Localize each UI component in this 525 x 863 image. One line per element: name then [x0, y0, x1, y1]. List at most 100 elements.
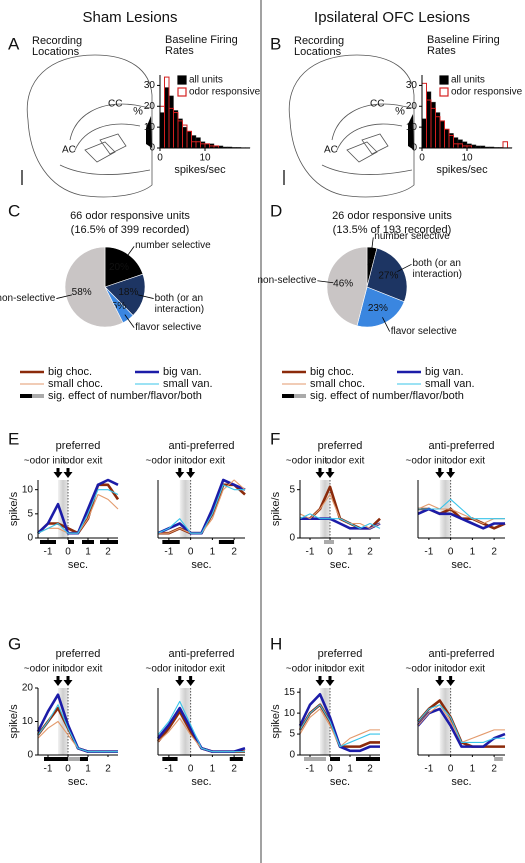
- pie-category-label: non-selective: [0, 292, 56, 304]
- leader-line: [124, 246, 135, 260]
- hist-bar: [453, 137, 459, 149]
- significance-bar: [324, 540, 334, 544]
- legend-label: small van.: [163, 378, 213, 390]
- legend-label: small choc.: [48, 378, 103, 390]
- odor-window: [320, 480, 330, 538]
- pie-value-label: 27%: [378, 271, 398, 282]
- y-tick-label: 0: [289, 533, 295, 544]
- side-label-box: Recording Locations: [294, 36, 344, 58]
- series-line: [417, 507, 505, 530]
- subplot-title: anti-preferred: [168, 440, 234, 452]
- y-tick-label: 10: [144, 122, 156, 133]
- event-arrow: [315, 468, 325, 478]
- side-label-box: Recording Locations: [32, 36, 82, 58]
- x-tick-label: 2: [105, 547, 111, 558]
- hist-bar: [177, 118, 183, 149]
- pie-value-label: 58%: [72, 287, 92, 298]
- event-arrow: [325, 468, 335, 478]
- brain-label: AC: [62, 145, 76, 156]
- x-tick-label: 1: [470, 764, 476, 775]
- x-tick-label: 0: [327, 547, 333, 558]
- event-label: ~odor init.: [406, 664, 450, 675]
- event-label: ~odor init.: [24, 664, 68, 675]
- pie-category-label: number selective: [374, 231, 450, 243]
- hist-bar: [173, 110, 179, 149]
- x-tick-label: 1: [85, 547, 91, 558]
- x-tick-label: -1: [44, 764, 53, 775]
- x-tick-label: -1: [164, 547, 173, 558]
- subplot-title: anti-preferred: [168, 648, 234, 660]
- x-axis-label: spikes/sec: [174, 164, 226, 176]
- y-tick-label: 5: [289, 484, 295, 495]
- brain-section: [283, 54, 415, 198]
- pie-category-label: number selective: [135, 240, 211, 252]
- series-line: [417, 707, 506, 748]
- x-axis-label: sec.: [330, 776, 350, 788]
- pie-subtitle: (13.5% of 193 recorded): [333, 224, 452, 236]
- legend-swatch: [439, 75, 449, 85]
- y-tick-label: 0: [27, 750, 33, 761]
- event-label: odor exit: [64, 664, 103, 675]
- significance-bar: [218, 540, 235, 544]
- pie-subtitle: (16.5% of 399 recorded): [71, 224, 190, 236]
- hist-title: Baseline Firing Rates: [427, 35, 500, 57]
- y-axis-label: spike/s: [270, 704, 282, 739]
- hist-bar: [430, 101, 436, 149]
- pie-value-label: 4%: [363, 258, 378, 269]
- legend-label: all units: [189, 75, 223, 86]
- x-tick-label: 10: [199, 153, 211, 164]
- significance-bar: [68, 757, 80, 761]
- y-tick-label: 0: [149, 143, 155, 154]
- event-label: odor exit: [447, 456, 486, 467]
- series-line: [37, 478, 119, 535]
- pie-category-label: both (or an interaction): [154, 292, 205, 315]
- x-tick-label: -1: [164, 764, 173, 775]
- pie-category-label: both (or an interaction): [412, 258, 463, 281]
- hist-bar: [159, 112, 165, 149]
- pie-category-label-box: number selective: [374, 231, 450, 243]
- x-tick-label: -1: [44, 547, 53, 558]
- event-arrow: [53, 676, 63, 686]
- panel-letter: G: [8, 634, 21, 653]
- significance-bar: [82, 540, 94, 544]
- y-tick-label: 0: [27, 533, 33, 544]
- leader-line: [370, 237, 374, 254]
- hist-title-box: Baseline Firing Rates: [165, 35, 238, 57]
- event-arrow: [446, 676, 456, 686]
- x-tick-label: 2: [231, 764, 237, 775]
- panel-letter: F: [270, 429, 280, 448]
- pie-title: 26 odor responsive units: [332, 210, 452, 222]
- event-label: ~odor init.: [146, 456, 190, 467]
- pie-category-label: flavor selective: [390, 325, 457, 337]
- event-label: ~odor init.: [24, 456, 68, 467]
- series-line: [37, 483, 120, 535]
- x-axis-label: sec.: [191, 776, 211, 788]
- series-line: [417, 704, 505, 743]
- series-line: [299, 513, 381, 529]
- event-label: ~odor init.: [286, 664, 330, 675]
- x-tick-label: 1: [210, 764, 216, 775]
- legend-label: small van.: [425, 378, 475, 390]
- subplot-title: preferred: [318, 440, 363, 452]
- significance-bar: [44, 757, 68, 761]
- event-label: odor exit: [326, 664, 365, 675]
- y-axis-label: spike/s: [270, 491, 282, 526]
- hist-bar: [164, 87, 170, 149]
- pie-category-label-box: flavor selective: [135, 322, 201, 333]
- legend-swatch: [177, 87, 187, 97]
- x-tick-label: 0: [419, 153, 425, 164]
- hist-bar: [502, 141, 508, 149]
- significance-bar: [40, 540, 56, 544]
- legend-swatch: [177, 75, 187, 85]
- x-axis-label: sec.: [191, 559, 211, 571]
- x-tick-label: 0: [448, 764, 454, 775]
- series-line: [157, 478, 246, 535]
- y-tick-label: 30: [406, 80, 418, 91]
- pie-category-label-box: flavor selective: [390, 325, 457, 337]
- legend-label: big choc.: [48, 366, 92, 378]
- panel-letter: H: [270, 634, 282, 653]
- significance-bar: [330, 757, 340, 761]
- series-line: [157, 484, 245, 534]
